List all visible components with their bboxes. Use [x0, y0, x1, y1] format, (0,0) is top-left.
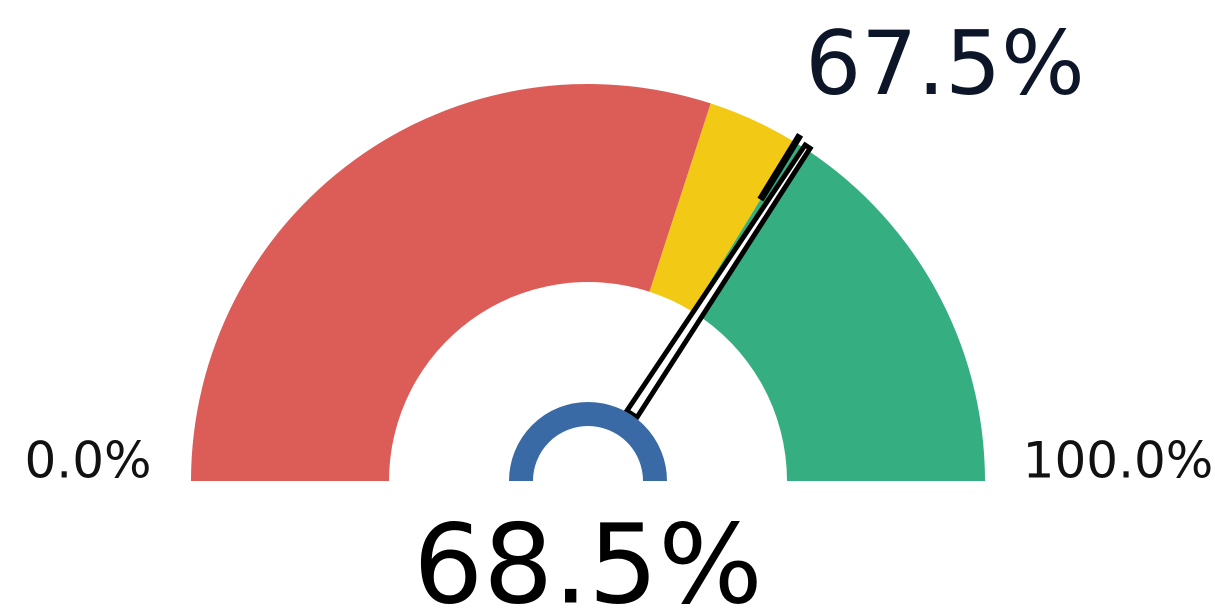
target-marker [757, 132, 804, 202]
band [191, 83, 711, 482]
band [691, 142, 985, 481]
value-label: 68.5% [413, 500, 762, 610]
hub [509, 402, 667, 482]
band [649, 103, 796, 312]
min-label: 0.0% [24, 432, 151, 490]
target-label: 67.5% [805, 12, 1085, 115]
needle [623, 141, 814, 421]
max-label: 100.0% [1023, 432, 1214, 490]
bands [191, 83, 985, 482]
